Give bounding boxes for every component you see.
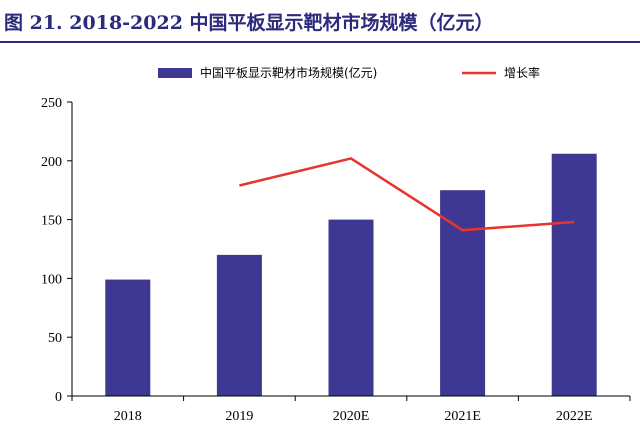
bar [328, 219, 374, 396]
y-tick-label: 250 [41, 96, 62, 111]
bar [551, 153, 597, 396]
bar [105, 279, 151, 396]
line-series [239, 157, 575, 232]
y-tick-label: 200 [41, 155, 62, 170]
figure-title-bar: 图 21. 2018-2022 中国平板显示靶材市场规模（亿元） [0, 0, 640, 44]
bar [216, 254, 262, 396]
x-tick-label: 2018 [114, 409, 142, 424]
axes: 0 50 100 150 200 250 2018 2019 2020E 2021E 2022E [41, 96, 631, 424]
legend: 中国平板显示靶材市场规模(亿元) 增长率 [158, 65, 540, 80]
x-tick-label: 2022E [556, 409, 593, 424]
x-tick-label: 2021E [444, 409, 481, 424]
bar [440, 190, 486, 396]
x-tick-label: 2019 [225, 409, 253, 424]
figure-title: 图 21. 2018-2022 中国平板显示靶材市场规模（亿元） [4, 12, 494, 34]
title-underline [0, 41, 640, 43]
y-tick-label: 150 [41, 214, 62, 229]
bar-series [105, 153, 597, 396]
y-tick-label: 50 [48, 331, 62, 346]
legend-label-line: 增长率 [504, 65, 540, 80]
y-tick-label: 100 [41, 272, 62, 287]
legend-swatch-bar [158, 68, 192, 78]
y-tick-label: 0 [55, 390, 62, 405]
legend-label-bar: 中国平板显示靶材市场规模(亿元) [200, 65, 377, 80]
growth-line [239, 157, 575, 232]
x-tick-label: 2020E [333, 409, 370, 424]
